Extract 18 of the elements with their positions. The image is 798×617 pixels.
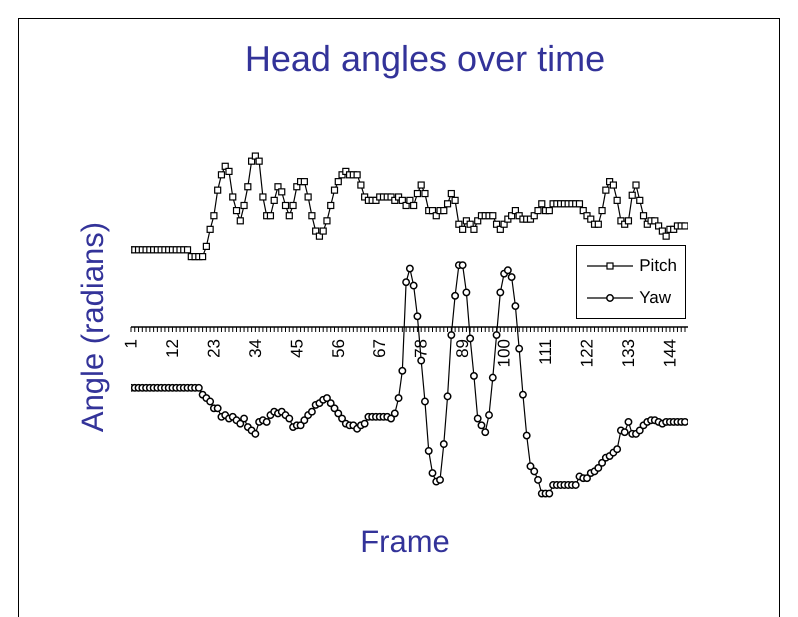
- x-tick-label: 111: [536, 339, 556, 365]
- x-tick-label: 23: [204, 339, 224, 358]
- y-axis-title: Angle (radians): [75, 222, 111, 432]
- legend-label: Pitch: [639, 256, 677, 276]
- x-tick-label: 67: [370, 339, 390, 358]
- x-tick-label: 45: [287, 339, 306, 358]
- x-tick-label: 34: [246, 339, 265, 358]
- x-axis-title: Frame: [359, 524, 451, 560]
- x-tick-label: 89: [453, 339, 472, 358]
- x-tick-label: 122: [578, 339, 596, 368]
- chart-title: Head angles over time: [244, 38, 606, 80]
- x-tick-label: 12: [162, 339, 182, 358]
- x-tick-label: 100: [494, 339, 514, 368]
- x-tick-label: 1: [122, 339, 140, 348]
- x-tick-label: 56: [328, 339, 348, 358]
- legend-label: Yaw: [639, 288, 672, 308]
- x-tick-label: 144: [660, 339, 680, 368]
- x-tick-label: 133: [618, 339, 638, 368]
